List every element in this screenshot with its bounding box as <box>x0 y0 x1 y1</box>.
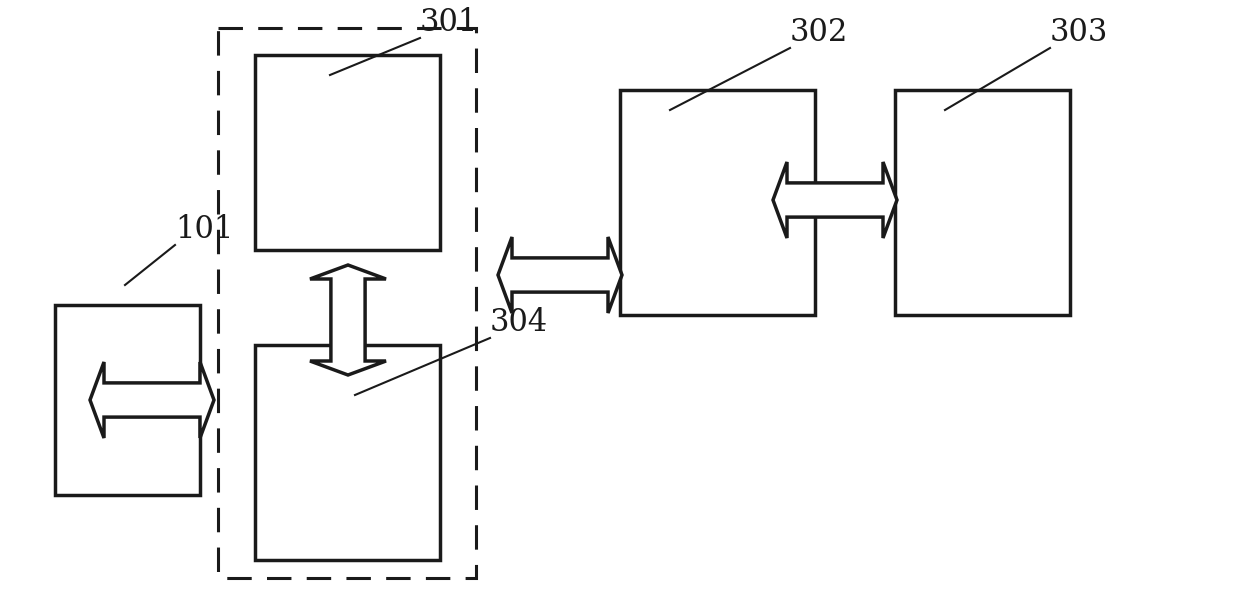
Text: 101: 101 <box>175 214 233 245</box>
Text: 304: 304 <box>490 307 548 338</box>
Polygon shape <box>773 162 897 238</box>
Bar <box>218 28 476 578</box>
Text: 301: 301 <box>420 7 479 38</box>
Bar <box>255 345 440 560</box>
Polygon shape <box>91 362 215 438</box>
Bar <box>255 55 440 250</box>
Polygon shape <box>310 265 386 375</box>
Bar <box>895 90 1070 315</box>
Polygon shape <box>498 237 622 313</box>
Text: 302: 302 <box>790 17 848 48</box>
Bar <box>55 305 200 495</box>
Bar <box>620 90 815 315</box>
Text: 303: 303 <box>1050 17 1109 48</box>
